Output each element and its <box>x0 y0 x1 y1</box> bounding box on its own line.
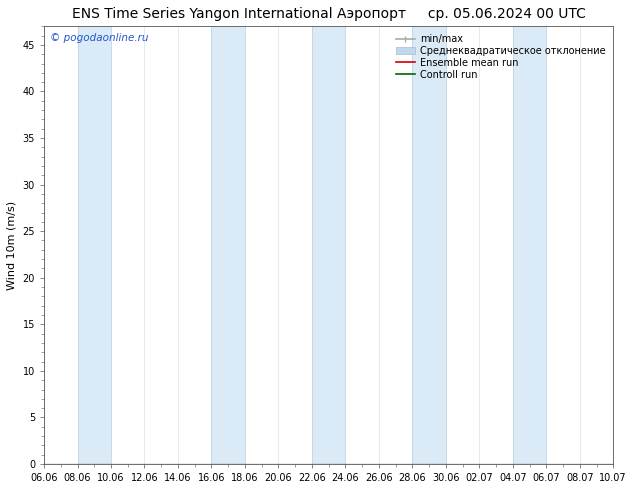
Bar <box>513 26 547 464</box>
Legend: min/max, Среднеквадратическое отклонение, Ensemble mean run, Controll run: min/max, Среднеквадратическое отклонение… <box>392 31 609 83</box>
Bar <box>412 26 446 464</box>
Bar <box>77 26 111 464</box>
Text: © pogodaonline.ru: © pogodaonline.ru <box>49 33 148 43</box>
Y-axis label: Wind 10m (m/s): Wind 10m (m/s) <box>7 200 17 290</box>
Bar <box>212 26 245 464</box>
Title: ENS Time Series Yangon International Аэропорт     ср. 05.06.2024 00 UTC: ENS Time Series Yangon International Аэр… <box>72 7 586 21</box>
Bar <box>312 26 346 464</box>
